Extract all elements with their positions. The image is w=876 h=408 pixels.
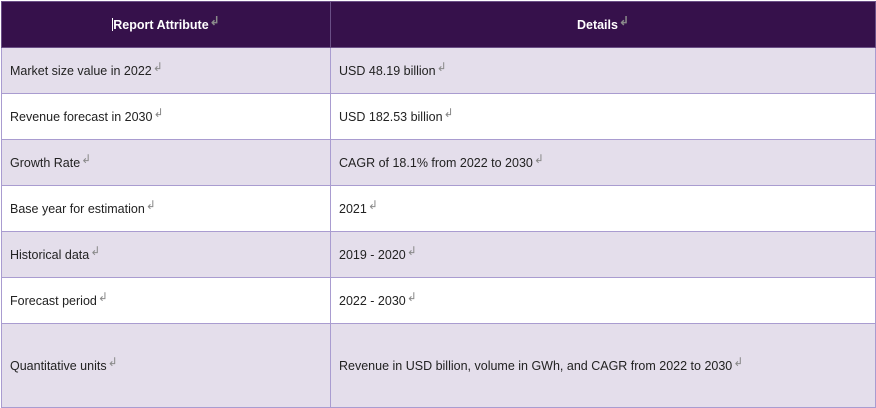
detail-cell: Revenue in USD billion, volume in GWh, a… (330, 323, 876, 408)
attribute-cell: Forecast period↲ (1, 277, 331, 324)
paragraph-mark-icon: ↲ (733, 354, 744, 369)
paragraph-mark-icon: ↲ (406, 289, 417, 304)
table-row: Revenue forecast in 2030↲ USD 182.53 bil… (1, 93, 876, 140)
detail-cell: USD 48.19 billion↲ (330, 47, 876, 94)
paragraph-mark-icon: ↲ (145, 197, 156, 212)
detail-cell: CAGR of 18.1% from 2022 to 2030↲ (330, 139, 876, 186)
attribute-text: Forecast period (10, 293, 97, 308)
attribute-text: Revenue forecast in 2030 (10, 109, 153, 124)
table-row: Growth Rate↲ CAGR of 18.1% from 2022 to … (1, 139, 876, 186)
attribute-cell: Growth Rate↲ (1, 139, 331, 186)
detail-cell: 2019 - 2020↲ (330, 231, 876, 278)
detail-cell: 2021↲ (330, 185, 876, 232)
attribute-text: Quantitative units (10, 358, 107, 373)
paragraph-mark-icon: ↲ (436, 59, 447, 74)
header-details: Details↲ (330, 1, 876, 48)
attribute-cell: Market size value in 2022↲ (1, 47, 331, 94)
detail-text: USD 182.53 billion (339, 109, 443, 124)
paragraph-mark-icon: ↲ (406, 243, 417, 258)
paragraph-mark-icon: ↲ (152, 59, 163, 74)
table-row: Historical data↲ 2019 - 2020↲ (1, 231, 876, 278)
paragraph-mark-icon: ↲ (443, 105, 454, 120)
detail-text: 2019 - 2020 (339, 247, 406, 262)
paragraph-mark-icon: ↲ (107, 354, 118, 369)
text-cursor (112, 17, 114, 31)
paragraph-mark-icon: ↲ (90, 243, 101, 258)
attribute-text: Growth Rate (10, 155, 81, 170)
table-header-row: Report Attribute↲ Details↲ (1, 1, 876, 48)
paragraph-mark-icon: ↲ (153, 105, 164, 120)
paragraph-mark-icon: ↲ (97, 289, 108, 304)
header-report-attribute: Report Attribute↲ (1, 1, 331, 48)
header-label: Details (576, 17, 618, 32)
detail-text: Revenue in USD billion, volume in GWh, a… (339, 358, 733, 373)
attribute-text: Market size value in 2022 (10, 63, 152, 78)
paragraph-mark-icon: ↲ (209, 13, 220, 28)
table-row: Market size value in 2022↲ USD 48.19 bil… (1, 47, 876, 94)
paragraph-mark-icon: ↲ (81, 151, 92, 166)
table-row: Forecast period↲ 2022 - 2030↲ (1, 277, 876, 324)
detail-text: USD 48.19 billion (339, 63, 436, 78)
paragraph-mark-icon: ↲ (533, 151, 544, 166)
attribute-text: Historical data (10, 247, 90, 262)
paragraph-mark-icon: ↲ (618, 13, 630, 28)
header-label: Report Attribute (113, 17, 209, 32)
table-row: Quantitative units↲ Revenue in USD billi… (1, 323, 876, 408)
detail-text: 2021 (339, 201, 367, 216)
detail-text: CAGR of 18.1% from 2022 to 2030 (339, 155, 533, 170)
attribute-cell: Historical data↲ (1, 231, 331, 278)
detail-cell: 2022 - 2030↲ (330, 277, 876, 324)
attribute-cell: Revenue forecast in 2030↲ (1, 93, 331, 140)
attribute-cell: Base year for estimation↲ (1, 185, 331, 232)
table-row: Base year for estimation↲ 2021↲ (1, 185, 876, 232)
detail-cell: USD 182.53 billion↲ (330, 93, 876, 140)
detail-text: 2022 - 2030 (339, 293, 406, 308)
attribute-text: Base year for estimation (10, 201, 145, 216)
attribute-cell: Quantitative units↲ (1, 323, 331, 408)
paragraph-mark-icon: ↲ (367, 197, 378, 212)
